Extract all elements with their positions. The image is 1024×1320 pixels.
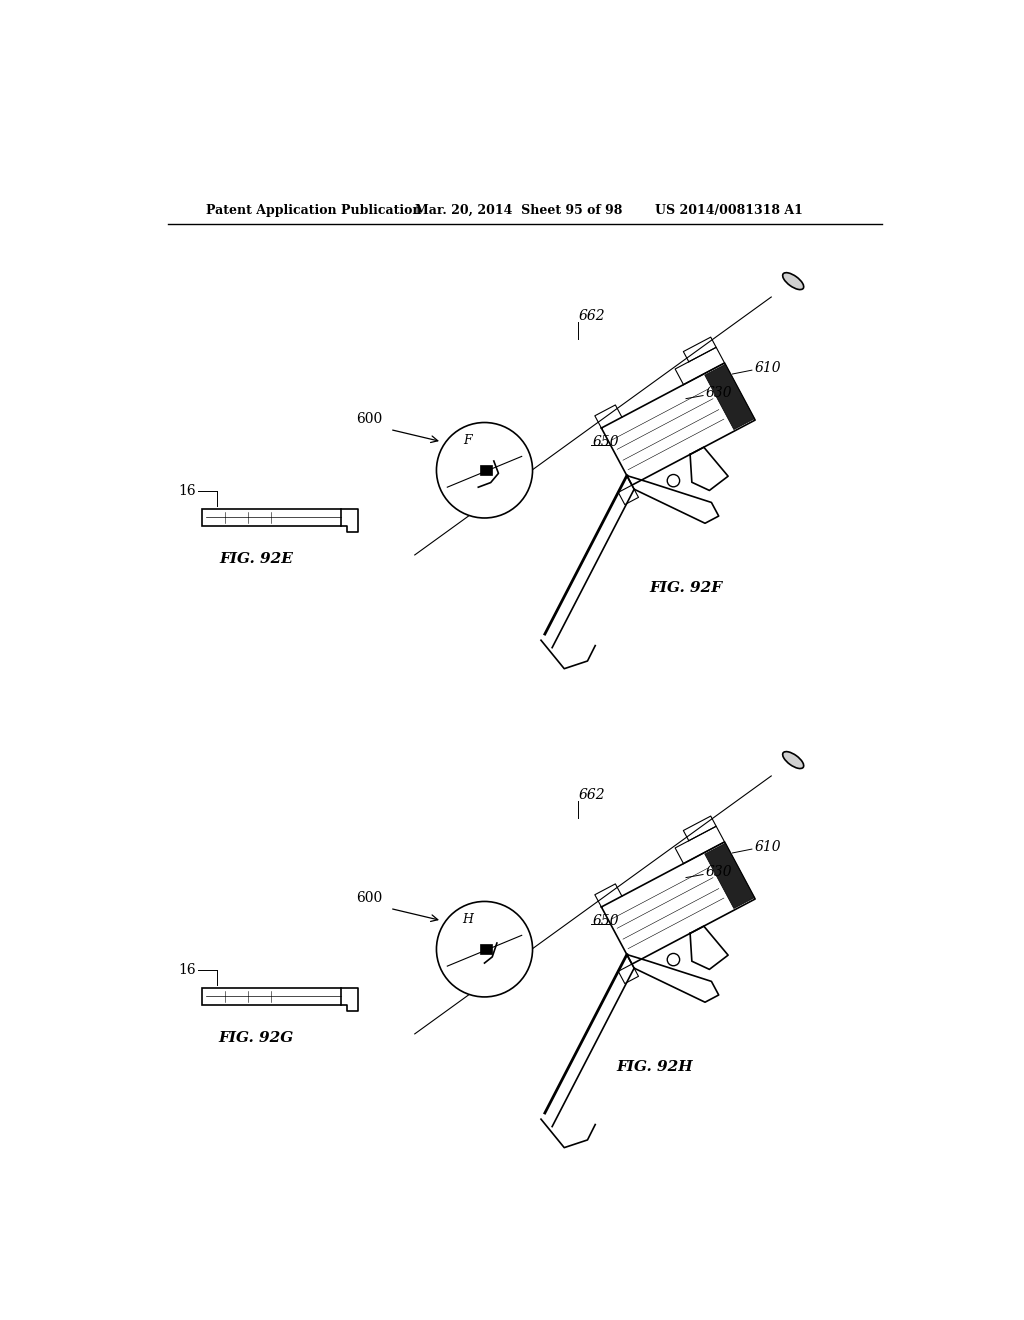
Text: US 2014/0081318 A1: US 2014/0081318 A1 xyxy=(655,205,803,218)
Text: 600: 600 xyxy=(356,891,382,904)
Bar xyxy=(202,987,341,1005)
Circle shape xyxy=(436,422,532,517)
Text: 650: 650 xyxy=(593,913,620,928)
Circle shape xyxy=(668,953,680,966)
Polygon shape xyxy=(705,843,755,908)
Bar xyxy=(480,465,493,475)
Text: Mar. 20, 2014  Sheet 95 of 98: Mar. 20, 2014 Sheet 95 of 98 xyxy=(415,205,623,218)
Text: 630: 630 xyxy=(706,865,732,879)
Bar xyxy=(480,944,493,954)
Text: H: H xyxy=(462,913,473,927)
Text: 630: 630 xyxy=(706,387,732,400)
Text: FIG. 92G: FIG. 92G xyxy=(218,1031,294,1044)
Circle shape xyxy=(436,902,532,997)
Text: 650: 650 xyxy=(593,434,620,449)
Text: FIG. 92F: FIG. 92F xyxy=(649,581,723,595)
Ellipse shape xyxy=(782,751,804,768)
Text: 16: 16 xyxy=(178,964,197,977)
Text: Patent Application Publication: Patent Application Publication xyxy=(206,205,421,218)
Polygon shape xyxy=(705,364,755,429)
Text: 662: 662 xyxy=(579,788,605,803)
Text: F: F xyxy=(463,434,472,447)
Text: 662: 662 xyxy=(579,309,605,323)
Bar xyxy=(202,508,341,525)
Text: FIG. 92E: FIG. 92E xyxy=(219,552,293,566)
Text: 610: 610 xyxy=(755,360,781,375)
Text: 610: 610 xyxy=(755,840,781,854)
Text: FIG. 92H: FIG. 92H xyxy=(616,1060,693,1074)
Text: 16: 16 xyxy=(178,484,197,498)
Text: 600: 600 xyxy=(356,412,382,425)
Circle shape xyxy=(668,474,680,487)
Ellipse shape xyxy=(782,273,804,289)
